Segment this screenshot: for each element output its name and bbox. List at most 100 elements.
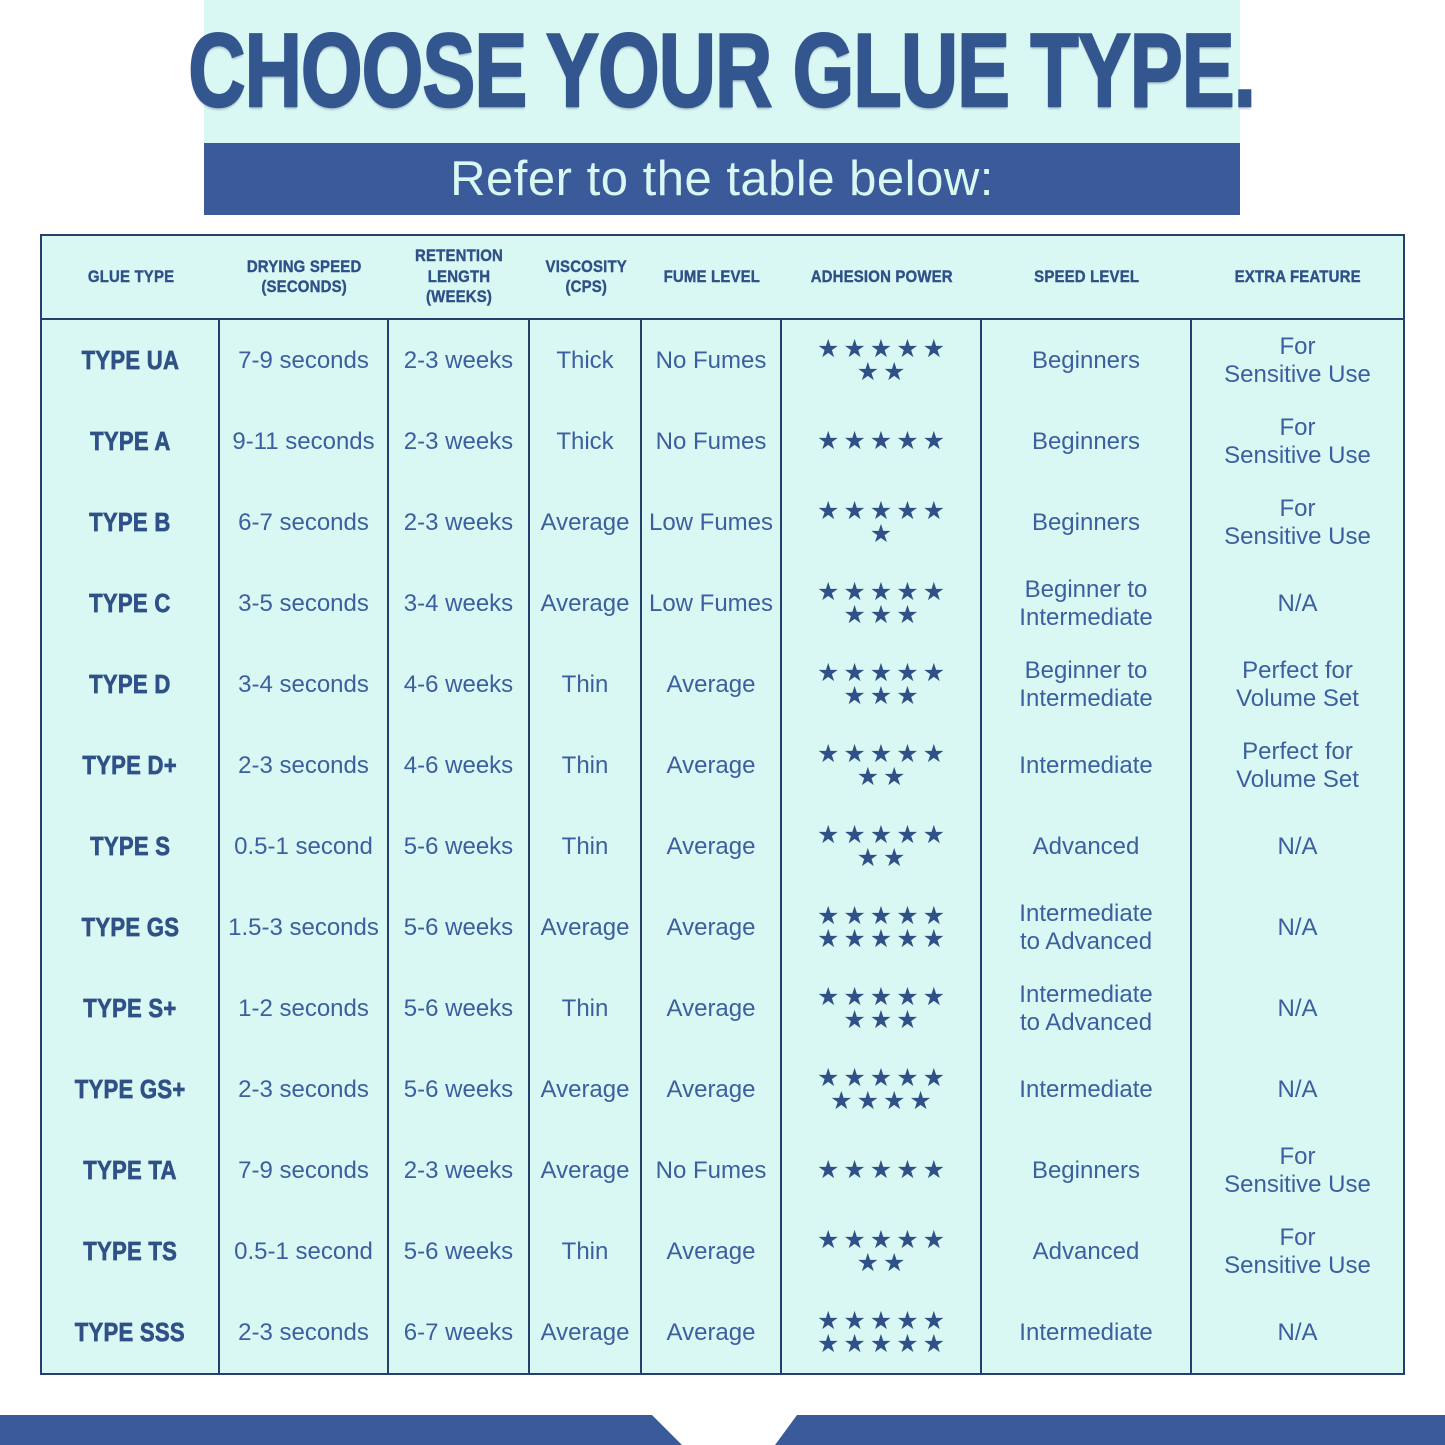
table-row: TYPE TA 7-9 seconds 2-3 weeks Average No Fum… — [42, 1130, 1403, 1211]
viscosity-cell: Average — [530, 1049, 642, 1130]
speed-level-cell: Beginner to Intermediate — [982, 563, 1192, 644]
glue-type-cell: TYPE S — [42, 806, 220, 887]
adhesion-power-stars: ★★★★★ ★★★ — [782, 968, 982, 1049]
retention-length-cell: 5-6 weeks — [389, 887, 530, 968]
drying-speed-cell: 3-4 seconds — [220, 644, 389, 725]
table-row: TYPE D 3-4 seconds 4-6 weeks Thin Average ★★★… — [42, 644, 1403, 725]
drying-speed-cell: 9-11 seconds — [220, 401, 389, 482]
bottom-ribbon-left — [0, 1415, 682, 1445]
page-title: CHOOSE YOUR GLUE TYPE. — [188, 12, 1257, 131]
viscosity-cell: Average — [530, 1292, 642, 1373]
adhesion-power-stars: ★★★★★ ★★★★★ — [782, 1292, 982, 1373]
glue-type-cell: TYPE SSS — [42, 1292, 220, 1373]
extra-feature-cell: N/A — [1277, 1075, 1318, 1103]
page-subtitle: Refer to the table below: — [450, 152, 994, 206]
speed-level-cell: Beginners — [982, 1130, 1192, 1211]
adhesion-power-stars: ★★★★★ ★★ — [782, 1211, 982, 1292]
table-row: TYPE SSS 2-3 seconds 6-7 weeks Average Avera… — [42, 1292, 1403, 1373]
retention-length-cell: 5-6 weeks — [389, 806, 530, 887]
viscosity-cell: Average — [530, 887, 642, 968]
speed-level-cell: Advanced — [982, 1211, 1192, 1292]
fume-level-cell: Average — [642, 968, 782, 1049]
table-header-row: GLUE TYPE DRYING SPEED (SECONDS) RETENTION L… — [42, 236, 1403, 320]
drying-speed-cell: 3-5 seconds — [220, 563, 389, 644]
adhesion-power-stars: ★★★★★ ★★★ — [782, 644, 982, 725]
viscosity-cell: Average — [530, 563, 642, 644]
retention-length-cell: 6-7 weeks — [389, 1292, 530, 1373]
speed-level-cell: Beginners — [982, 320, 1192, 401]
retention-length-cell: 5-6 weeks — [389, 1211, 530, 1292]
glue-type-cell: TYPE GS+ — [42, 1049, 220, 1130]
speed-level-cell: Intermediate — [982, 725, 1192, 806]
viscosity-cell: Thin — [530, 725, 642, 806]
adhesion-power-stars: ★★★★★ ★★★★★ — [782, 887, 982, 968]
speed-level-cell: Beginners — [982, 482, 1192, 563]
drying-speed-cell: 7-9 seconds — [220, 1130, 389, 1211]
retention-length-cell: 5-6 weeks — [389, 1049, 530, 1130]
fume-level-cell: No Fumes — [642, 320, 782, 401]
adhesion-power-stars: ★★★★★ ★★ — [782, 320, 982, 401]
speed-level-cell: Intermediate to Advanced — [982, 887, 1192, 968]
table-row: TYPE GS 1.5-3 seconds 5-6 weeks Average Aver… — [42, 887, 1403, 968]
extra-feature-cell: For Sensitive Use — [1224, 1224, 1371, 1279]
retention-length-cell: 2-3 weeks — [389, 320, 530, 401]
table-body: TYPE UA 7-9 seconds 2-3 weeks Thick No Fumes… — [42, 320, 1403, 1373]
glue-type-cell: TYPE UA — [42, 320, 220, 401]
title-block: CHOOSE YOUR GLUE TYPE. — [188, 0, 1257, 143]
glue-type-cell: TYPE GS — [42, 887, 220, 968]
drying-speed-cell: 1-2 seconds — [220, 968, 389, 1049]
table-row: TYPE C 3-5 seconds 3-4 weeks Average Low Fum… — [42, 563, 1403, 644]
fume-level-cell: Average — [642, 644, 782, 725]
retention-length-cell: 4-6 weeks — [389, 644, 530, 725]
speed-level-cell: Advanced — [982, 806, 1192, 887]
extra-feature-cell: For Sensitive Use — [1224, 495, 1371, 550]
retention-length-cell: 2-3 weeks — [389, 401, 530, 482]
adhesion-power-stars: ★★★★★ ★★ — [782, 806, 982, 887]
fume-level-cell: Low Fumes — [642, 482, 782, 563]
speed-level-cell: Beginner to Intermediate — [982, 644, 1192, 725]
table-row: TYPE GS+ 2-3 seconds 5-6 weeks Average Avera… — [42, 1049, 1403, 1130]
extra-feature-cell: Perfect for Volume Set — [1236, 657, 1359, 712]
glue-type-cell: TYPE TS — [42, 1211, 220, 1292]
retention-length-cell: 2-3 weeks — [389, 1130, 530, 1211]
column-header-speed_level: SPEED LEVEL — [1034, 266, 1140, 286]
glue-type-cell: TYPE B — [42, 482, 220, 563]
table-row: TYPE TS 0.5-1 second 5-6 weeks Thin Average ★… — [42, 1211, 1403, 1292]
glue-type-cell: TYPE S+ — [42, 968, 220, 1049]
fume-level-cell: Low Fumes — [642, 563, 782, 644]
extra-feature-cell: N/A — [1277, 832, 1318, 860]
subtitle-band: Refer to the table below: — [204, 143, 1240, 215]
adhesion-power-stars: ★★★★★ ★★ — [782, 725, 982, 806]
extra-feature-cell: N/A — [1277, 994, 1318, 1022]
glue-type-cell: TYPE C — [42, 563, 220, 644]
drying-speed-cell: 0.5-1 second — [220, 1211, 389, 1292]
viscosity-cell: Thin — [530, 806, 642, 887]
table-row: TYPE S+ 1-2 seconds 5-6 weeks Thin Average ★★… — [42, 968, 1403, 1049]
viscosity-cell: Thin — [530, 1211, 642, 1292]
extra-feature-cell: For Sensitive Use — [1224, 1143, 1371, 1198]
speed-level-cell: Beginners — [982, 401, 1192, 482]
speed-level-cell: Intermediate — [982, 1292, 1192, 1373]
bottom-ribbon-right — [775, 1415, 1445, 1445]
column-header-adhesion_power: ADHESION POWER — [810, 266, 954, 286]
adhesion-power-stars: ★★★★★ — [782, 401, 982, 482]
table-row: TYPE D+ 2-3 seconds 4-6 weeks Thin Average ★★… — [42, 725, 1403, 806]
adhesion-power-stars: ★★★★★ ★★★ — [782, 563, 982, 644]
drying-speed-cell: 1.5-3 seconds — [220, 887, 389, 968]
retention-length-cell: 3-4 weeks — [389, 563, 530, 644]
viscosity-cell: Thin — [530, 968, 642, 1049]
column-header-drying_speed: DRYING SPEED (SECONDS) — [247, 256, 362, 296]
extra-feature-cell: Perfect for Volume Set — [1236, 738, 1359, 793]
table-row: TYPE S 0.5-1 second 5-6 weeks Thin Average ★★… — [42, 806, 1403, 887]
table-row: TYPE UA 7-9 seconds 2-3 weeks Thick No Fumes… — [42, 320, 1403, 401]
viscosity-cell: Thick — [530, 401, 642, 482]
speed-level-cell: Intermediate — [982, 1049, 1192, 1130]
fume-level-cell: Average — [642, 806, 782, 887]
fume-level-cell: Average — [642, 887, 782, 968]
adhesion-power-stars: ★★★★★ ★★★★ — [782, 1049, 982, 1130]
drying-speed-cell: 2-3 seconds — [220, 1049, 389, 1130]
column-header-viscosity: VISCOSITY (CPS) — [545, 256, 627, 296]
fume-level-cell: Average — [642, 725, 782, 806]
drying-speed-cell: 0.5-1 second — [220, 806, 389, 887]
extra-feature-cell: For Sensitive Use — [1224, 333, 1371, 388]
